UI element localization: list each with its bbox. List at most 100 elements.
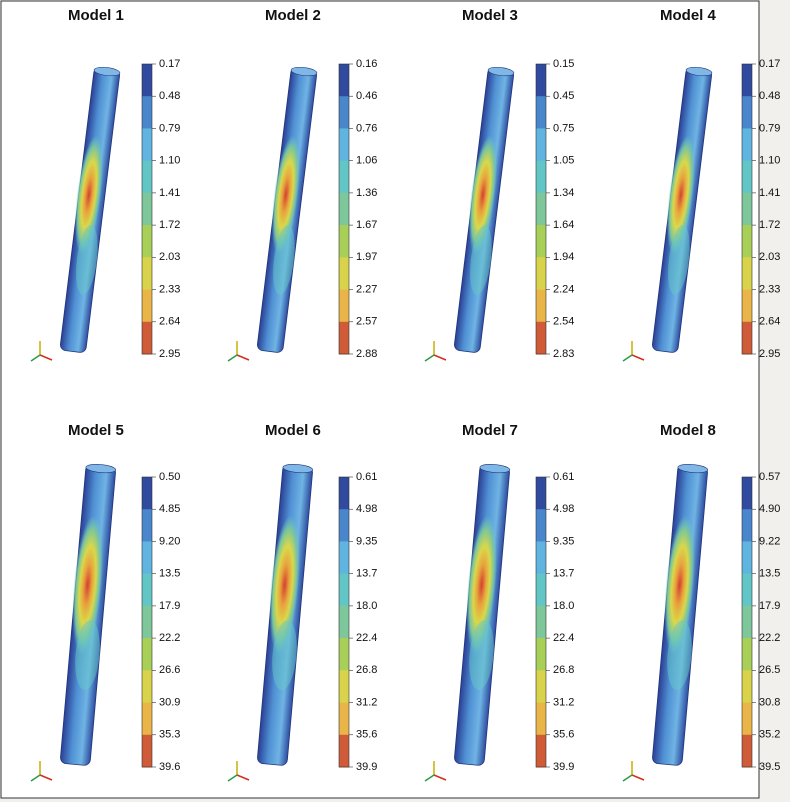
colorbar-band: [339, 734, 349, 768]
axis-triad: [39, 774, 53, 781]
tube-top: [685, 66, 713, 77]
colorbar-label: 26.8: [553, 664, 574, 676]
model-panel: Model 5 0.50 4.85 9.20 13.5 17.9 22.2 26.6 30.9 3…: [30, 422, 180, 782]
colorbar-band: [339, 96, 349, 129]
colorbar-label: 1.72: [759, 219, 780, 231]
tube-top: [487, 66, 515, 77]
colorbar-label: 0.50: [159, 471, 180, 483]
colorbar-band: [742, 96, 752, 129]
colorbar-band: [742, 638, 752, 671]
colorbar-label: 17.9: [759, 600, 780, 612]
colorbar-label: 2.24: [553, 283, 574, 295]
stress-zone: [74, 135, 103, 255]
colorbar-label: 22.2: [159, 632, 180, 644]
colorbar-label: 2.33: [159, 283, 180, 295]
colorbar-label: 31.2: [356, 696, 377, 708]
colorbar-frame: [338, 476, 350, 768]
colorbar-band: [142, 734, 152, 768]
colorbar-band: [142, 96, 152, 129]
colorbar-frame: [741, 63, 753, 355]
colorbar-label: 35.6: [553, 729, 574, 741]
colorbar-label: 2.95: [759, 348, 780, 360]
colorbar-band: [339, 257, 349, 291]
model-panel: Model 3 0.15 0.45 0.75 1.05 1.34 1.64 1.94 2.24 2…: [424, 7, 574, 362]
colorbar-band: [339, 160, 349, 194]
colorbar-band: [742, 734, 752, 768]
colorbar-label: 0.15: [553, 58, 574, 70]
colorbar-band: [142, 573, 152, 607]
colorbar-label: 26.8: [356, 664, 377, 676]
panel-title: Model 3: [462, 7, 518, 24]
colorbar-band: [742, 257, 752, 291]
colorbar-label: 22.4: [553, 632, 574, 644]
colorbar-band: [142, 128, 152, 162]
stress-zone: [668, 225, 690, 295]
colorbar-label: 2.27: [356, 283, 377, 295]
colorbar-band: [339, 64, 349, 97]
colorbar-label: 35.3: [159, 729, 180, 741]
colorbar-band: [339, 702, 349, 736]
colorbar-label: 1.05: [553, 155, 574, 167]
colorbar-band: [742, 605, 752, 639]
colorbar-label: 0.61: [553, 471, 574, 483]
colorbar-label: 4.85: [159, 503, 180, 515]
axis-triad: [236, 354, 250, 361]
colorbar-label: 2.03: [759, 251, 780, 263]
colorbar-label: 0.79: [159, 122, 180, 134]
colorbar-label: 0.46: [356, 90, 377, 102]
colorbar-frame: [141, 63, 153, 355]
colorbar-label: 31.2: [553, 696, 574, 708]
colorbar-label: 26.6: [159, 664, 180, 676]
colorbar-label: 13.7: [553, 568, 574, 580]
colorbar-band: [142, 225, 152, 258]
colorbar-band: [536, 477, 546, 510]
stress-zone: [666, 135, 695, 255]
colorbar-label: 30.9: [159, 696, 180, 708]
colorbar-band: [142, 289, 152, 323]
panel-title: Model 2: [265, 7, 321, 24]
axis-triad: [622, 774, 633, 782]
axis-triad: [622, 354, 633, 362]
axis-triad: [424, 774, 435, 782]
colorbar-band: [742, 573, 752, 607]
colorbar-band: [536, 734, 546, 768]
stress-zone: [470, 225, 492, 295]
colorbar-label: 26.5: [759, 664, 780, 676]
tube-model: [257, 66, 318, 353]
colorbar-label: 9.20: [159, 535, 180, 547]
colorbar-label: 0.17: [759, 58, 780, 70]
axis-triad: [631, 354, 645, 361]
colorbar-band: [742, 225, 752, 258]
colorbar-label: 1.97: [356, 251, 377, 263]
panel-title: Model 5: [68, 422, 124, 439]
colorbar-band: [142, 541, 152, 575]
colorbar-band: [536, 321, 546, 355]
colorbar-band: [142, 477, 152, 510]
colorbar-band: [742, 477, 752, 510]
axis-triad: [433, 354, 447, 361]
tube-model: [454, 464, 511, 766]
colorbar-band: [339, 289, 349, 323]
model-panel: Model 4 0.17 0.48 0.79 1.10 1.41 1.72 2.03 2.33 2…: [622, 7, 780, 362]
colorbar-band: [536, 64, 546, 97]
tube-top: [282, 464, 314, 474]
colorbar-label: 0.57: [759, 471, 780, 483]
colorbar-band: [742, 670, 752, 704]
colorbar-frame: [741, 476, 753, 768]
axis-triad: [227, 774, 238, 782]
colorbar-label: 1.36: [356, 187, 377, 199]
colorbar-label: 1.10: [159, 155, 180, 167]
colorbar-label: 22.4: [356, 632, 377, 644]
colorbar-label: 0.76: [356, 122, 377, 134]
colorbar-label: 1.72: [159, 219, 180, 231]
model-panel: Model 1 0.17 0.48 0.79 1.10 1.41 1.72 2.03 2.33 2…: [30, 7, 180, 362]
panel-title: Model 6: [265, 422, 321, 439]
axis-triad: [30, 774, 41, 782]
colorbar-label: 2.88: [356, 348, 377, 360]
colorbar-band: [536, 605, 546, 639]
tube-top: [479, 464, 511, 474]
colorbar-band: [742, 64, 752, 97]
colorbar-band: [142, 192, 152, 226]
colorbar-band: [142, 702, 152, 736]
colorbar-band: [536, 541, 546, 575]
